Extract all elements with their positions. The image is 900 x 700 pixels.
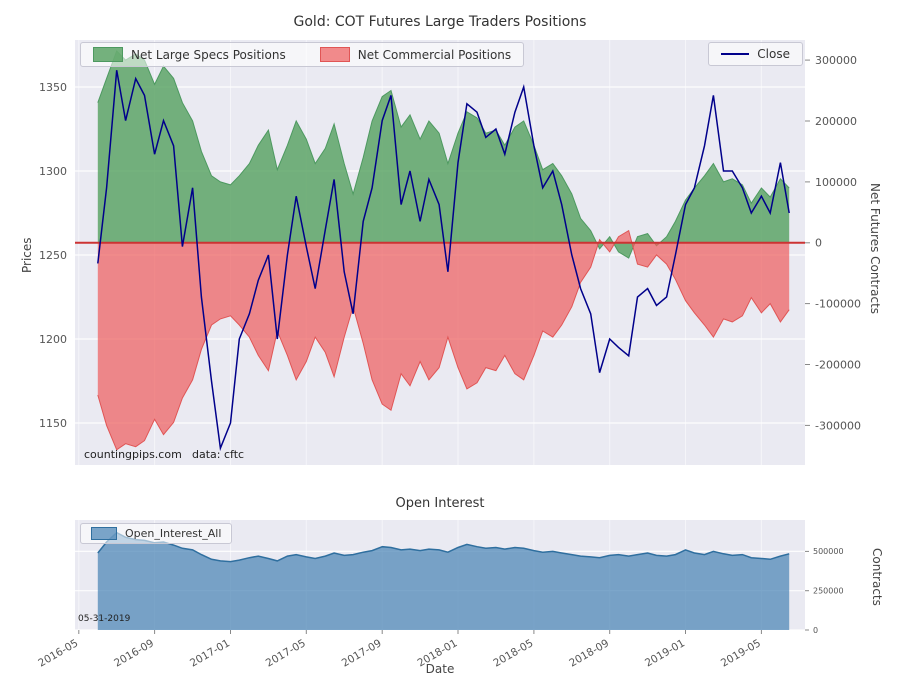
oi-tick-label: 500000	[813, 547, 844, 556]
specs-swatch	[93, 47, 123, 62]
oi-swatch	[91, 527, 117, 540]
date-tick-label: 2016-05	[36, 637, 80, 669]
contracts-tick-label: 0	[815, 237, 822, 250]
net-specs-edge	[97, 50, 790, 259]
price-tick-label: 1300	[39, 165, 67, 178]
close-price-line	[97, 70, 790, 452]
oi-chart-title: Open Interest	[395, 496, 485, 511]
legend-label-oi: Open_Interest_All	[125, 527, 222, 540]
watermark-annotation: countingpips.com	[84, 448, 182, 461]
legend-entry-specs: Net Large Specs Positions	[93, 47, 286, 62]
date-annotation: 05-31-2019	[78, 614, 131, 624]
contracts-tick-label: -300000	[815, 419, 861, 432]
legend-entry-oi: Open_Interest_All	[91, 527, 221, 540]
close-legend: Close	[708, 42, 803, 66]
contracts-tick-label: 100000	[815, 176, 857, 189]
legend-entry-close: Close	[721, 47, 790, 61]
x-axis-label: Date	[425, 662, 455, 676]
oi-tick-label: 0	[813, 626, 818, 635]
commercials-swatch	[319, 47, 350, 62]
open-interest-edge	[97, 531, 790, 563]
legend-entry-commercials: Net Commercial Positions	[319, 47, 512, 62]
net-commercials-area	[97, 230, 790, 450]
legend-label-commercials: Net Commercial Positions	[357, 47, 512, 62]
oi-right-axis-label: Contracts	[870, 548, 884, 606]
contracts-tick-label: -200000	[815, 358, 861, 371]
contracts-tick-label: -100000	[815, 297, 861, 310]
contracts-tick-label: 200000	[815, 115, 857, 128]
main-legend: Net Large Specs Positions Net Commercial…	[80, 42, 525, 67]
source-annotation: data: cftc	[192, 448, 245, 461]
main-chart-title: Gold: COT Futures Large Traders Position…	[293, 14, 587, 30]
net-specs-area	[97, 51, 790, 258]
right-axis-label: Net Futures Contracts	[868, 183, 882, 315]
price-tick-label: 1250	[39, 249, 67, 262]
oi-tick-label: 250000	[813, 587, 844, 596]
contracts-tick-label: 300000	[815, 54, 857, 67]
price-tick-label: 1350	[39, 81, 67, 94]
legend-label-specs: Net Large Specs Positions	[131, 47, 286, 62]
open-interest-area	[97, 532, 790, 630]
oi-legend: Open_Interest_All	[80, 523, 233, 544]
left-axis-label: Prices	[20, 237, 34, 273]
price-tick-label: 1200	[39, 333, 67, 346]
close-line-swatch	[721, 53, 750, 55]
legend-label-close: Close	[757, 47, 790, 61]
net-commercials-edge	[97, 229, 790, 451]
price-tick-label: 1150	[39, 417, 67, 430]
